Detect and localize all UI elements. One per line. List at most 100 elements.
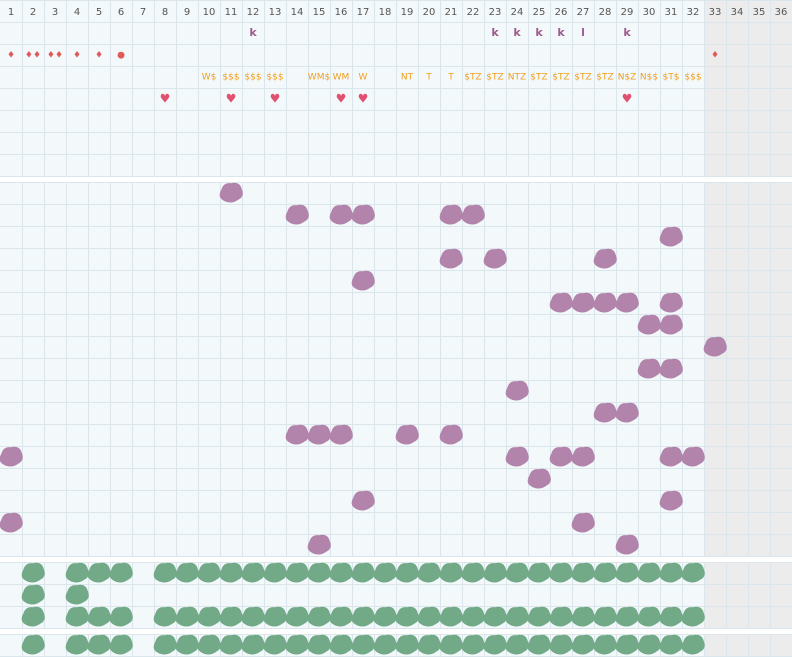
green-mark xyxy=(505,562,529,583)
purple-mark xyxy=(439,424,463,445)
green-mark xyxy=(527,562,551,583)
green-mark xyxy=(571,606,595,627)
green-mark xyxy=(593,562,617,583)
purple-mark xyxy=(659,446,683,467)
column-number: 36 xyxy=(775,7,788,18)
green-mark xyxy=(21,634,45,655)
green-mark xyxy=(483,634,507,655)
purple-mark xyxy=(571,292,595,313)
column-number: 31 xyxy=(665,7,678,18)
column-number: 23 xyxy=(489,7,502,18)
purple-mark xyxy=(571,446,595,467)
purple-mark xyxy=(483,248,507,269)
green-mark xyxy=(571,634,595,655)
column-number: 18 xyxy=(379,7,392,18)
green-mark xyxy=(659,606,683,627)
column-number: 11 xyxy=(225,7,238,18)
green-mark xyxy=(21,606,45,627)
purple-mark xyxy=(219,182,243,203)
green-mark xyxy=(659,634,683,655)
purple-mark xyxy=(549,292,573,313)
column-number: 22 xyxy=(467,7,480,18)
green-mark xyxy=(395,562,419,583)
green-mark xyxy=(197,634,221,655)
column-number: 15 xyxy=(313,7,326,18)
column-number: 29 xyxy=(621,7,634,18)
drop: ♦ xyxy=(7,51,15,61)
column-number: 33 xyxy=(709,7,722,18)
green-mark xyxy=(483,562,507,583)
green-mark xyxy=(153,634,177,655)
green-mark xyxy=(109,562,133,583)
code: N$Z xyxy=(618,73,637,83)
letter: k xyxy=(623,26,631,39)
purple-mark xyxy=(615,292,639,313)
green-mark xyxy=(527,634,551,655)
letter: k xyxy=(249,26,257,39)
purple-mark xyxy=(307,424,331,445)
column-number: 3 xyxy=(52,7,58,18)
green-mark xyxy=(549,562,573,583)
green-mark xyxy=(175,562,199,583)
green-mark xyxy=(153,562,177,583)
column-number: 26 xyxy=(555,7,568,18)
green-mark xyxy=(395,606,419,627)
green-mark xyxy=(219,606,243,627)
column-number: 6 xyxy=(118,7,124,18)
green-mark xyxy=(285,562,309,583)
green-mark xyxy=(637,606,661,627)
column-number: 25 xyxy=(533,7,546,18)
green-mark xyxy=(65,584,89,605)
code: $TZ xyxy=(596,73,613,83)
green-mark xyxy=(219,634,243,655)
green-mark xyxy=(505,634,529,655)
green-mark xyxy=(285,606,309,627)
column-number: 2 xyxy=(30,7,36,18)
column-number: 13 xyxy=(269,7,282,18)
column-number: 24 xyxy=(511,7,524,18)
green-mark xyxy=(21,562,45,583)
green-mark xyxy=(439,606,463,627)
column-number: 32 xyxy=(687,7,700,18)
column-number: 4 xyxy=(74,7,80,18)
code: $TZ xyxy=(464,73,481,83)
green-mark xyxy=(175,634,199,655)
code: NT xyxy=(401,73,414,83)
green-mark xyxy=(87,634,111,655)
purple-mark xyxy=(659,490,683,511)
purple-mark xyxy=(681,446,705,467)
purple-mark xyxy=(593,402,617,423)
green-mark xyxy=(197,562,221,583)
green-mark xyxy=(373,606,397,627)
column-number: 21 xyxy=(445,7,458,18)
purple-mark xyxy=(351,490,375,511)
green-mark xyxy=(373,562,397,583)
heart: ♥ xyxy=(622,92,633,106)
column-number: 9 xyxy=(184,7,190,18)
column-number: 28 xyxy=(599,7,612,18)
heart: ♥ xyxy=(336,92,347,106)
green-mark xyxy=(439,634,463,655)
green-mark xyxy=(241,634,265,655)
green-mark xyxy=(219,562,243,583)
purple-mark xyxy=(615,402,639,423)
green-mark xyxy=(65,562,89,583)
purple-mark xyxy=(505,380,529,401)
code: $TZ xyxy=(552,73,569,83)
green-mark xyxy=(461,606,485,627)
green-mark xyxy=(307,562,331,583)
green-mark xyxy=(549,634,573,655)
green-mark xyxy=(417,606,441,627)
letter: k xyxy=(491,26,499,39)
purple-mark xyxy=(615,534,639,555)
column-number: 34 xyxy=(731,7,744,18)
purple-mark xyxy=(703,336,727,357)
green-mark xyxy=(109,606,133,627)
drop: ♦ xyxy=(95,51,103,61)
purple-mark xyxy=(285,204,309,225)
green-mark xyxy=(637,634,661,655)
column-number: 14 xyxy=(291,7,304,18)
green-mark xyxy=(483,606,507,627)
purple-mark xyxy=(329,424,353,445)
